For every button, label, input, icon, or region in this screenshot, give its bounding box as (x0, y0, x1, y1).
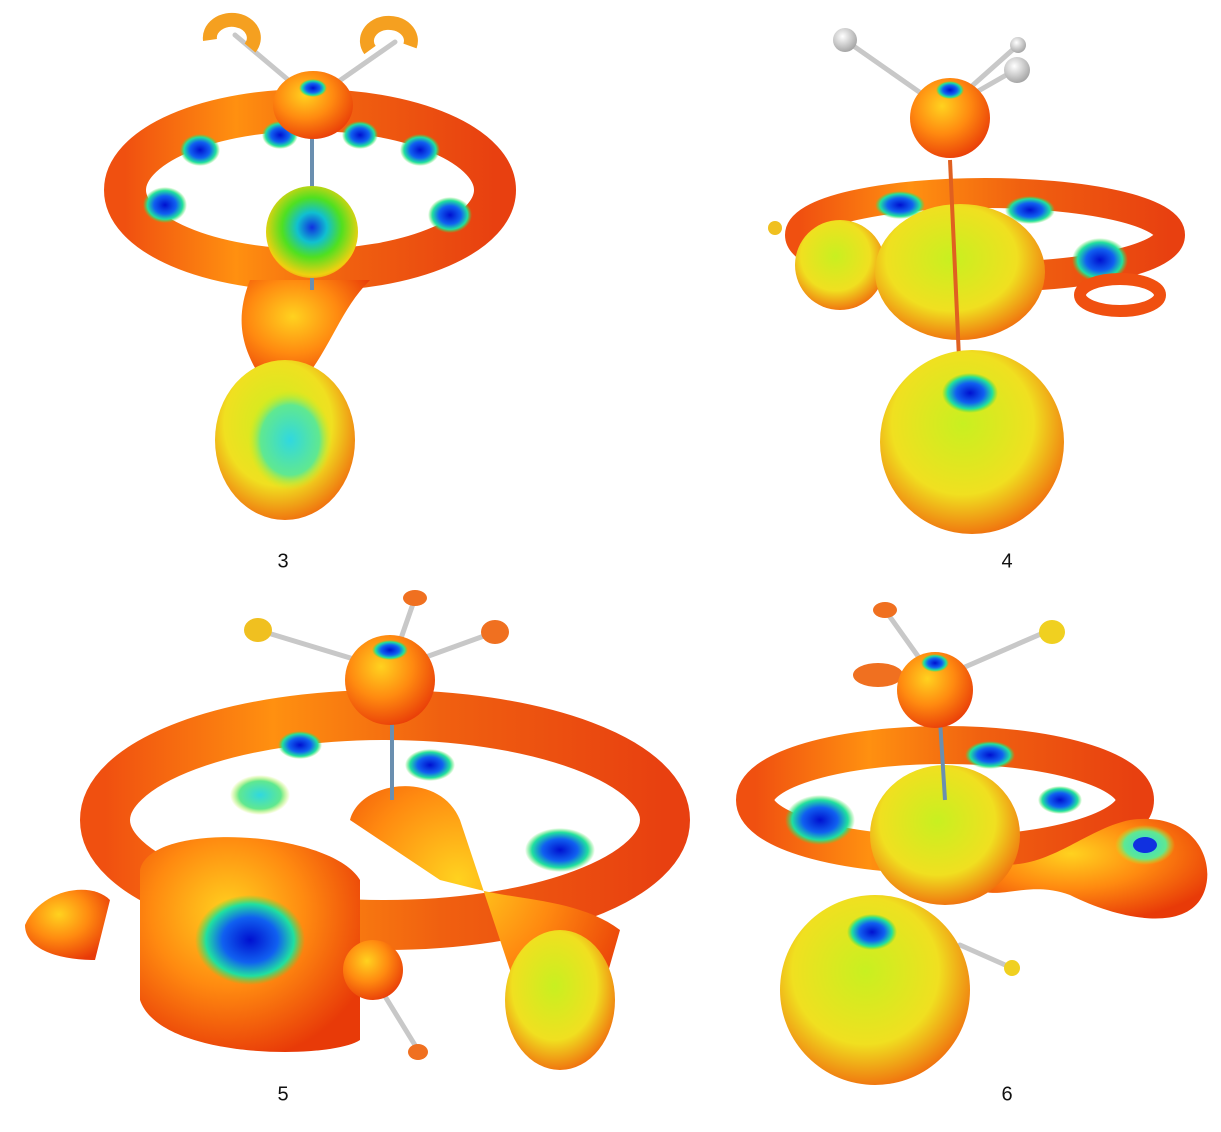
isosurface-lobe (25, 890, 110, 960)
isosurface-lobe (408, 1044, 428, 1060)
isosurface-lobe (372, 640, 408, 660)
isosurface-lobe (1010, 37, 1026, 53)
isosurface-lobe (342, 121, 378, 149)
isosurface-lobe (403, 590, 427, 606)
isosurface-lobe (847, 914, 897, 950)
panel-3 (125, 20, 495, 520)
isosurface-lobe (299, 79, 327, 97)
panel-5 (25, 590, 665, 1070)
isosurface-lobe (965, 741, 1015, 769)
isosurface-lobe (428, 197, 472, 233)
panel-label: 6 (1001, 1083, 1012, 1105)
isosurface-lobe (875, 204, 1045, 340)
isosurface-lobe (1004, 57, 1030, 83)
isosurface-lobe (481, 620, 509, 644)
panel-label: 4 (1001, 550, 1012, 572)
isosurface-lobe (244, 618, 272, 642)
isosurface-lobe (180, 134, 220, 166)
panel-6 (755, 602, 1207, 1085)
isosurface-lobe (343, 940, 403, 1000)
isosurface-lobe (942, 373, 998, 413)
isosurface-lobe (266, 186, 358, 278)
isosurface-lobe (1038, 786, 1082, 814)
isosurface-lobe (1039, 620, 1065, 644)
isosurface-lobe (230, 775, 290, 815)
isosurface-lobe (278, 731, 322, 759)
isosurface-lobe (853, 663, 903, 687)
figure: 3 4 5 6 (0, 0, 1221, 1132)
isosurface-lobe (873, 602, 897, 618)
isosurface-lobe (525, 828, 595, 872)
isosurface-lobe (936, 81, 964, 99)
isosurface-lobe (1080, 279, 1160, 311)
isosurface-lobe (195, 895, 305, 985)
isosurface-lobe (505, 930, 615, 1070)
isosurface-lobe (785, 795, 855, 845)
isosurface-lobe (210, 20, 254, 48)
isosurface-lobe (400, 134, 440, 166)
isosurface-lobe (768, 221, 782, 235)
isosurface-lobe (795, 220, 885, 310)
isosurface-lobe (143, 187, 187, 223)
bond-stick (960, 945, 1012, 968)
isosurface-lobe (921, 654, 949, 672)
isosurface-lobe (1004, 960, 1020, 976)
panel-4 (768, 28, 1170, 534)
panel-label: 5 (277, 1083, 288, 1105)
isosurface-lobe (248, 390, 332, 490)
isosurface-lobe (833, 28, 857, 52)
isosurface-lobe (1133, 837, 1157, 853)
panel-label: 3 (277, 550, 288, 572)
isosurface-lobe (405, 749, 455, 781)
